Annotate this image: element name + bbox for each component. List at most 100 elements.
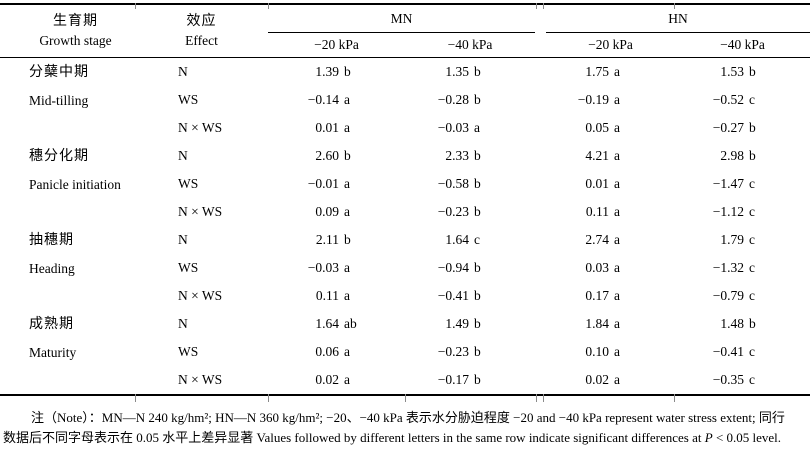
value-number: 0.05	[585, 120, 610, 135]
sig-letter: b	[344, 232, 351, 247]
subheader-hn-40kpa: −40 kPa	[675, 32, 810, 58]
table-row: 成熟期 Maturity N 1.64 ab 1.49 b 1.84 a 1.48 b	[0, 310, 810, 360]
value-number: −0.03	[307, 260, 339, 275]
value-number: 1.39	[315, 64, 339, 79]
growth-stage-header: 生育期 Growth stage	[0, 4, 135, 58]
value-number: −0.14	[307, 92, 339, 107]
sig-letter: a	[614, 64, 621, 79]
growth-stage-header-zh: 生育期	[53, 14, 98, 29]
footnote-line2-text: 数据后不同字母表示在 0.05 水平上差异显著 Values followed …	[3, 430, 705, 445]
growth-stage-cell: 穗分化期 Panicle initiation	[0, 142, 135, 226]
value-number: 0.06	[315, 344, 339, 359]
value-cell: −0.01 a	[268, 170, 405, 198]
sig-letter: b	[344, 148, 351, 163]
table-row: N × WS 0.09 a −0.23 b 0.11 a −1.12 c	[0, 198, 810, 226]
value-cell: 0.02 a	[268, 366, 405, 395]
value-number: 1.49	[445, 316, 470, 331]
value-cell: 0.05 a	[546, 114, 675, 142]
effect-cell: WS	[178, 92, 199, 107]
growth-stage-cell: 抽穗期 Heading	[0, 226, 135, 310]
value-cell: 0.03 a	[546, 254, 675, 282]
value-cell: −0.41 c	[675, 338, 810, 366]
gridline-tick	[674, 394, 675, 402]
sig-letter: a	[344, 288, 350, 303]
sig-letter: c	[474, 232, 481, 247]
value-cell: 0.11 a	[546, 198, 675, 226]
group-gap	[535, 58, 546, 87]
growth-stage-cell: 分蘖中期 Mid-tilling	[0, 58, 135, 143]
sig-letter: a	[344, 176, 350, 191]
value-number: 1.84	[585, 316, 610, 331]
value-cell: −0.03 a	[268, 254, 405, 282]
table-row: 分蘖中期 Mid-tilling N 1.39 b 1.35 b 1.75 a 1.5…	[0, 58, 810, 108]
value-cell: 0.01 a	[268, 114, 405, 142]
group-gap	[535, 366, 546, 395]
effect-cell: N	[178, 316, 188, 331]
value-number: 0.01	[585, 176, 610, 191]
value-cell: 4.21 a	[546, 142, 675, 170]
value-number: 2.11	[315, 232, 339, 247]
footnote-line2-tail: < 0.05 level.	[712, 430, 782, 445]
value-cell: 2.33 b	[405, 142, 535, 170]
sig-letter: a	[344, 372, 350, 387]
gridline-tick	[135, 394, 136, 402]
growth-stage-header-en: Growth stage	[39, 33, 112, 48]
value-cell: 0.11 a	[268, 282, 405, 310]
value-number: −0.19	[577, 92, 610, 107]
gridline-tick	[405, 394, 406, 402]
sig-letter: b	[474, 92, 481, 107]
sig-letter: b	[474, 64, 481, 79]
growth-stage-zh: 抽穗期	[29, 233, 74, 248]
value-cell: −0.79 c	[675, 282, 810, 310]
table-row: WS −0.03 a −0.94 b 0.03 a −1.32 c	[0, 254, 810, 282]
group-gap	[535, 254, 546, 282]
table-row: 穗分化期 Panicle initiation N 2.60 b 2.33 b 4.…	[0, 142, 810, 192]
value-cell: −1.47 c	[675, 170, 810, 198]
value-cell: −0.35 c	[675, 366, 810, 395]
value-cell: 0.02 a	[546, 366, 675, 395]
gridline-tick	[543, 394, 544, 402]
sig-letter: a	[614, 176, 621, 191]
value-cell: 1.75 a	[546, 58, 675, 87]
sig-letter: b	[474, 148, 481, 163]
value-cell: −0.28 b	[405, 86, 535, 114]
gridline-tick	[543, 3, 544, 9]
value-number: 1.75	[585, 64, 610, 79]
value-cell: −0.41 b	[405, 282, 535, 310]
value-cell: −0.94 b	[405, 254, 535, 282]
growth-stage-en: Maturity	[29, 345, 77, 360]
value-cell: 1.53 b	[675, 58, 810, 87]
subheader-hn-20kpa: −20 kPa	[546, 32, 676, 58]
value-cell: −0.17 b	[405, 366, 535, 395]
value-number: −0.23	[437, 344, 470, 359]
value-number: 0.11	[585, 204, 610, 219]
sig-letter: a	[344, 92, 350, 107]
sig-letter: a	[344, 120, 350, 135]
sig-letter: a	[614, 344, 621, 359]
header-row-kpa: −20 kPa −40 kPa −20 kPa −40 kPa	[0, 32, 810, 58]
value-cell: 2.74 a	[546, 226, 675, 254]
sig-letter: ab	[344, 316, 357, 331]
value-cell: 2.98 b	[675, 142, 810, 170]
sig-letter: c	[749, 232, 756, 247]
sig-letter: b	[474, 316, 481, 331]
effect-header-zh: 效应	[186, 14, 217, 29]
value-number: 0.09	[315, 204, 339, 219]
sig-letter: b	[474, 176, 481, 191]
gridline-tick	[268, 3, 269, 9]
value-number: 1.35	[445, 64, 470, 79]
group-gap	[535, 282, 546, 310]
value-cell: 0.01 a	[546, 170, 675, 198]
value-cell: 1.49 b	[405, 310, 535, 338]
header-row-groups: 生育期 Growth stage 效应 Effect MN HN	[0, 4, 810, 58]
value-cell: −0.19 a	[546, 86, 675, 114]
effect-cell: N	[178, 148, 188, 163]
sig-letter: c	[749, 204, 756, 219]
value-cell: −0.03 a	[405, 114, 535, 142]
value-cell: 0.09 a	[268, 198, 405, 226]
value-cell: 0.10 a	[546, 338, 675, 366]
value-number: 1.64	[445, 232, 470, 247]
sig-letter: a	[344, 344, 350, 359]
value-cell: 0.17 a	[546, 282, 675, 310]
effect-cell: N × WS	[178, 120, 223, 135]
